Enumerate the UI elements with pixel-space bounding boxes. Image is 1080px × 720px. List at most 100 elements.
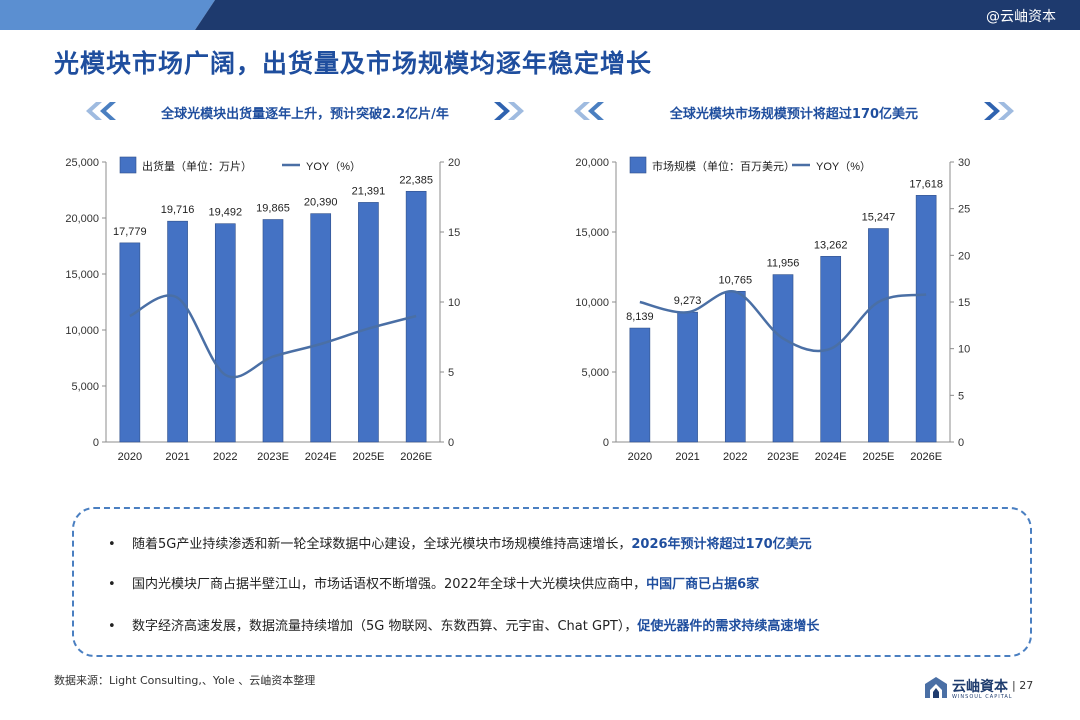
x-tick-label: 2026E [400,451,432,463]
y-tick-label-left: 10,000 [65,325,99,337]
bullet: • [108,577,116,592]
bullet: • [108,537,116,552]
chart-heading-text: 全球光模块出货量逐年上升，预计突破2.2亿片/年 [161,107,449,122]
bar [167,220,188,443]
yoy-line [129,294,417,379]
bullet: • [108,619,116,634]
legend-line-label: YOY（%） [816,160,871,173]
top-banner: @云岫资本 [0,0,1080,30]
bar-value-label: 22,385 [399,174,433,186]
x-tick-label: 2024E [815,451,847,463]
bar-value-label: 20,390 [304,197,338,209]
shipments-chart: 0 5,000 10,000 15,000 20,000 25,000 0 5 10 15 20 17… [65,156,460,463]
bar [119,242,141,443]
bar-value-label: 19,716 [161,204,195,216]
y-tick-label-left: 20,000 [65,213,99,225]
legend-line-label: YOY（%） [306,160,361,173]
bar-value-label: 15,247 [862,212,896,224]
x-tick-label: 2022 [213,451,237,463]
bar-value-label: 17,618 [909,178,943,190]
x-tick-label: 2021 [675,451,699,463]
x-tick-label: 2025E [863,451,895,463]
x-tick-label: 2025E [353,451,385,463]
bar-value-label: 11,956 [767,258,800,270]
data-source: 数据来源：Light Consulting,、Yole 、云岫资本整理 [54,674,316,687]
y-tick-label-right: 20 [448,157,460,169]
bar [772,274,794,443]
legend-bar-swatch [629,156,647,174]
y-tick-label-right: 15 [958,297,970,309]
bar-value-label: 9,273 [674,295,702,307]
y-tick-label-right: 10 [448,297,460,309]
y-tick-label-left: 15,000 [575,227,609,239]
bar-value-label: 19,865 [256,203,290,215]
note-text: 随着5G产业持续渗透和新一轮全球数据中心建设，全球光模块市场规模维持高速增长， [132,537,632,552]
y-tick-label-right: 5 [958,390,964,402]
y-tick-label-right: 5 [448,367,454,379]
x-tick-label: 2026E [910,451,942,463]
bar [629,327,651,443]
brand-name: 云岫資本 [952,679,1008,695]
note-highlight: 促使光器件的需求持续高速增长 [637,619,820,634]
x-tick-label: 2023E [767,451,799,463]
bar-value-label: 21,391 [352,185,386,197]
x-tick-label: 2020 [118,451,142,463]
bar [214,223,236,443]
bar [310,213,332,443]
y-tick-label-left: 0 [603,437,609,449]
note-highlight: 中国厂商已占据6家 [646,577,760,592]
note-highlight: 2026年预计将超过170亿美元 [631,537,812,552]
y-tick-label-left: 20,000 [575,157,609,169]
bar [915,195,937,443]
x-tick-label: 2020 [628,451,652,463]
bar-value-label: 13,262 [814,239,848,251]
y-tick-label-right: 30 [958,157,970,169]
chevron-left-icon [574,102,604,120]
x-tick-label: 2022 [723,451,747,463]
bar [724,290,746,443]
mountain-logo-icon [925,677,947,698]
brand-subtitle: WINSOUL CAPITAL [952,694,1013,700]
note-text: 数字经济高速发展，数据流量持续增加（5G 物联网、东数西算、元宇宙、Chat G… [132,619,638,634]
top-banner-graphic [0,0,1080,30]
bar [262,219,284,443]
note-item: • 国内光模块厂商占据半壁江山，市场话语权不断增强。2022年全球十大光模块供应商… [108,573,759,592]
chart-heading-right: 全球光模块市场规模预计将超过170亿美元 [568,100,1020,126]
chevron-right-icon [984,102,1014,120]
y-tick-label-left: 25,000 [65,157,99,169]
notes-box: • 随着5G产业持续渗透和新一轮全球数据中心建设，全球光模块市场规模维持高速增长，… [72,507,1032,657]
y-tick-label-right: 0 [448,437,454,449]
legend-bar-swatch [119,156,137,174]
chart-heading-left: 全球光模块出货量逐年上升，预计突破2.2亿片/年 [80,100,530,126]
bar [677,311,698,443]
y-tick-label-left: 5,000 [71,381,99,393]
note-item: • 数字经济高速发展，数据流量持续增加（5G 物联网、东数西算、元宇宙、Chat … [108,615,819,634]
y-tick-label-right: 10 [958,344,970,356]
market-size-chart: 0 5,000 10,000 15,000 20,000 0 5 10 15 20 25 30 8,13… [575,156,970,463]
page-number: | 27 [1012,679,1034,692]
y-tick-label-right: 0 [958,437,964,449]
x-tick-label: 2023E [257,451,289,463]
y-tick-label-right: 20 [958,250,970,262]
bar-value-label: 17,779 [113,226,147,238]
y-tick-label-right: 25 [958,204,970,216]
watermark: @云岫资本 [986,9,1056,25]
bar [358,202,379,443]
y-tick-label-left: 0 [93,437,99,449]
y-tick-label-left: 5,000 [581,367,609,379]
page-title: 光模块市场广阔，出货量及市场规模均逐年稳定增长 [54,49,653,78]
chevron-right-icon [494,102,524,120]
bar-value-label: 19,492 [208,207,242,219]
chevron-left-icon [86,102,116,120]
legend-bar-label: 出货量（单位：万片） [142,159,252,173]
y-tick-label-left: 15,000 [65,269,99,281]
note-text: 国内光模块厂商占据半壁江山，市场话语权不断增强。2022年全球十大光模块供应商中… [132,577,647,592]
y-tick-label-right: 15 [448,227,460,239]
bar-value-label: 8,139 [626,311,654,323]
note-item: • 随着5G产业持续渗透和新一轮全球数据中心建设，全球光模块市场规模维持高速增长，… [108,533,812,552]
bar-value-label: 10,765 [718,274,752,286]
bar [868,228,889,443]
chart-heading-text: 全球光模块市场规模预计将超过170亿美元 [669,107,919,122]
x-tick-label: 2021 [165,451,189,463]
yoy-line [639,290,927,353]
